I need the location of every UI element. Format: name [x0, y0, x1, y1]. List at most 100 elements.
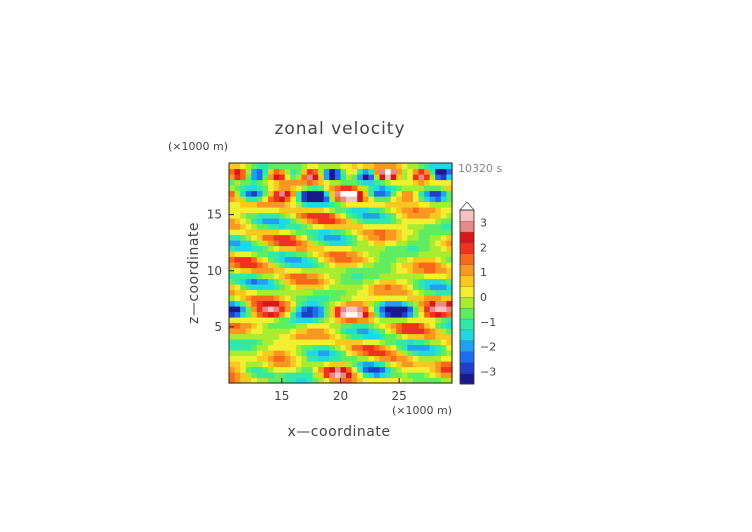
heatmap-cell — [440, 267, 448, 274]
heatmap-cell — [368, 317, 375, 324]
heatmap-cell — [435, 333, 442, 340]
heatmap-cell — [295, 234, 303, 241]
heatmap-cell — [256, 350, 264, 357]
heatmap-cell — [268, 240, 275, 247]
heatmap-cell — [368, 163, 375, 170]
heatmap-cell — [440, 234, 448, 241]
heatmap-cell — [284, 240, 291, 247]
heatmap-cell — [273, 251, 280, 258]
heatmap-cell — [396, 190, 403, 197]
heatmap-cell — [234, 207, 241, 214]
heatmap-cell — [240, 355, 247, 362]
heatmap-cell — [268, 245, 275, 252]
heatmap-cell — [351, 212, 358, 219]
heatmap-cell — [312, 218, 319, 225]
heatmap-cell — [295, 262, 303, 269]
heatmap-cell — [435, 267, 442, 274]
heatmap-cell — [368, 306, 375, 313]
heatmap-cell — [407, 218, 414, 225]
heatmap-cell — [307, 229, 314, 236]
heatmap-cell — [323, 267, 330, 274]
heatmap-cell — [229, 317, 236, 324]
heatmap-cell — [379, 350, 386, 357]
heatmap-cell — [273, 361, 280, 368]
heatmap-cell — [279, 366, 286, 373]
heatmap-cell — [362, 251, 369, 258]
heatmap-cell — [424, 185, 431, 192]
heatmap-cell — [379, 267, 386, 274]
heatmap-cell — [418, 201, 425, 208]
heatmap-cell — [279, 355, 286, 362]
heatmap-cell — [435, 311, 442, 318]
heatmap-cell — [346, 344, 353, 351]
heatmap-cell — [312, 311, 319, 318]
heatmap-cell — [390, 322, 397, 329]
heatmap-cell — [251, 251, 258, 258]
heatmap-cell — [301, 278, 308, 285]
heatmap-cell — [312, 201, 319, 208]
heatmap-cell — [229, 179, 236, 186]
heatmap-cell — [245, 234, 252, 241]
heatmap-cell — [440, 240, 448, 247]
heatmap-cell — [312, 284, 319, 291]
y-tick-label: 10 — [207, 264, 222, 278]
heatmap-cell — [229, 223, 236, 230]
heatmap-cell — [318, 377, 325, 384]
heatmap-cell — [357, 317, 364, 324]
heatmap-cell — [323, 377, 330, 384]
heatmap-cell — [273, 284, 280, 291]
heatmap-cell — [279, 185, 286, 192]
heatmap-cell — [234, 223, 241, 230]
heatmap-cell — [301, 229, 308, 236]
heatmap-cell — [312, 306, 319, 313]
heatmap-cell — [429, 344, 436, 351]
heatmap-cell — [268, 234, 275, 241]
heatmap-cell — [290, 344, 297, 351]
heatmap-cell — [435, 179, 442, 186]
colorbar-swatch — [459, 275, 475, 287]
heatmap-cell — [412, 311, 420, 318]
heatmap-cell — [379, 300, 386, 307]
heatmap-cell — [340, 372, 347, 379]
heatmap-cell — [340, 251, 347, 258]
heatmap-cell — [245, 190, 252, 197]
heatmap-cell — [279, 333, 286, 340]
heatmap-cell — [301, 163, 308, 170]
heatmap-cell — [279, 278, 286, 285]
heatmap-cell — [390, 295, 397, 302]
heatmap-cell — [318, 311, 325, 318]
heatmap-cell — [234, 229, 241, 236]
heatmap-cell — [279, 361, 286, 368]
heatmap-cell — [440, 289, 448, 296]
heatmap-cell — [373, 201, 381, 208]
heatmap-cell — [418, 179, 425, 186]
heatmap-cell — [362, 361, 369, 368]
heatmap-cell — [318, 366, 325, 373]
heatmap-cell — [290, 339, 297, 346]
heatmap-cell — [401, 372, 408, 379]
heatmap-cell — [301, 190, 308, 197]
heatmap-cell — [424, 262, 431, 269]
heatmap-cell — [290, 240, 297, 247]
heatmap-cell — [351, 163, 358, 170]
heatmap-cell — [312, 317, 319, 324]
heatmap-cell — [390, 350, 397, 357]
heatmap-cell — [334, 196, 342, 203]
heatmap-cell — [284, 355, 291, 362]
heatmap-cell — [251, 322, 258, 329]
heatmap-cell — [229, 322, 236, 329]
heatmap-cell — [385, 163, 392, 170]
heatmap-cell — [346, 201, 353, 208]
heatmap-cell — [412, 317, 420, 324]
heatmap-cell — [340, 273, 347, 280]
heatmap-cell — [312, 223, 319, 230]
heatmap-cell — [229, 372, 236, 379]
heatmap-cell — [295, 289, 303, 296]
heatmap-cell — [418, 333, 425, 340]
heatmap-cell — [346, 240, 353, 247]
heatmap-cell — [418, 289, 425, 296]
heatmap-cell — [340, 333, 347, 340]
heatmap-cell — [385, 190, 392, 197]
heatmap-cell — [362, 377, 369, 384]
heatmap-cell — [251, 377, 258, 384]
